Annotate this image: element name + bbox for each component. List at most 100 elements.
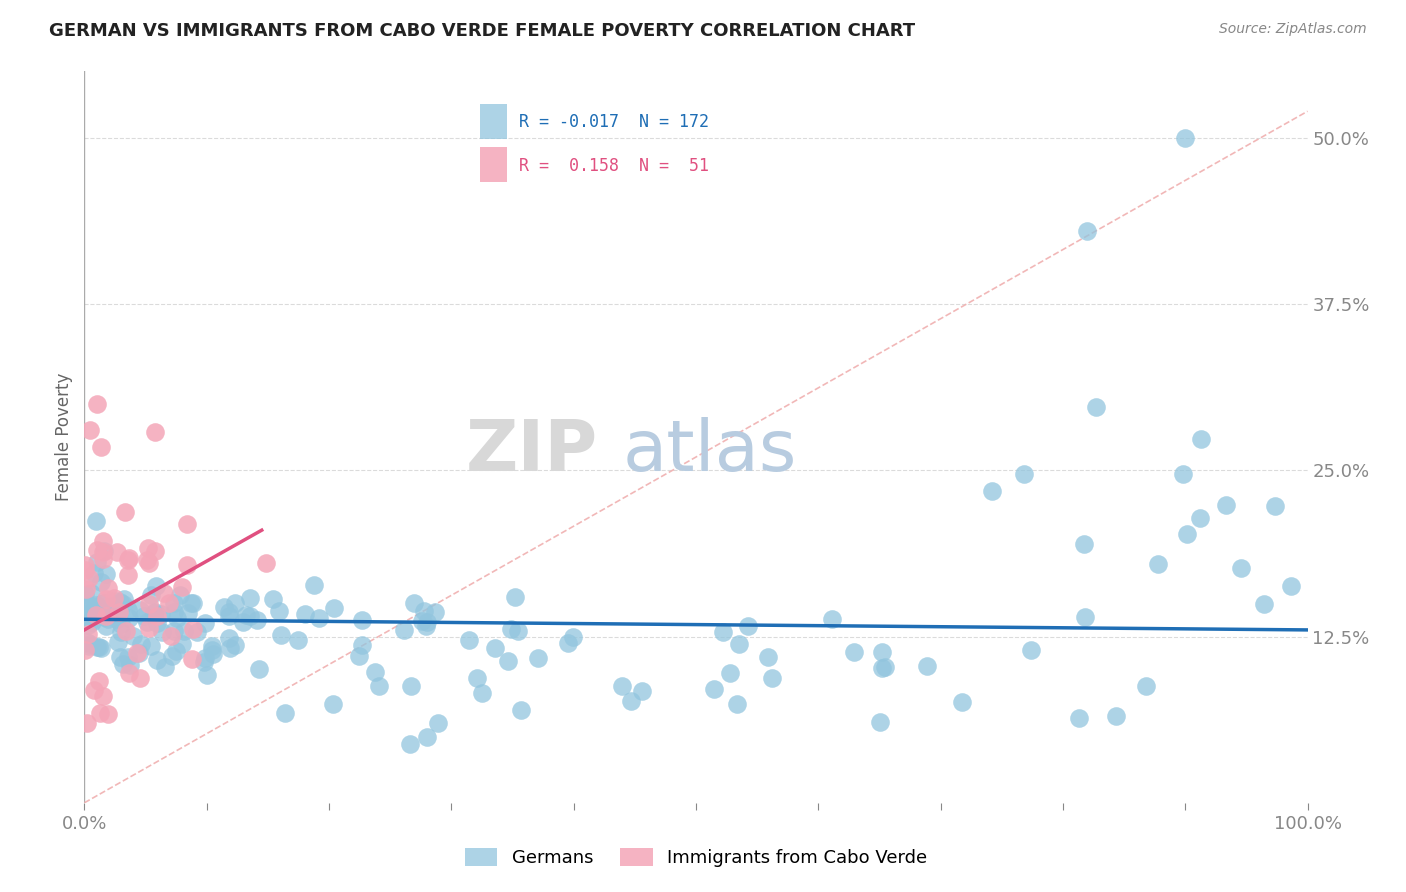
Point: [427, 715, 450, 730]
Point: [1073, 609, 1095, 624]
Point: [416, 615, 439, 629]
Point: [1135, 679, 1157, 693]
Point: [111, 597, 134, 611]
Point: [75, 563, 97, 577]
Point: [153, 586, 176, 600]
Point: [160, 649, 183, 664]
Point: [218, 605, 240, 619]
Point: [163, 605, 186, 619]
Point: [83, 682, 105, 697]
Point: [107, 635, 129, 649]
Point: [83, 566, 105, 580]
Point: [80, 599, 103, 613]
Point: [94, 609, 117, 624]
Point: [270, 628, 292, 642]
Bar: [479, 147, 508, 183]
Point: [93, 534, 115, 549]
Point: [94, 618, 117, 632]
Point: [177, 606, 200, 620]
Point: [267, 604, 290, 618]
Point: [176, 516, 198, 531]
Point: [112, 591, 135, 606]
Point: [352, 638, 374, 652]
Point: [165, 643, 187, 657]
Point: [347, 649, 370, 664]
Point: [219, 641, 242, 656]
Point: [458, 632, 481, 647]
Point: [761, 672, 783, 686]
Point: [80, 615, 103, 629]
Point: [110, 625, 132, 640]
Point: [150, 624, 173, 639]
Point: [76, 618, 98, 632]
Point: [80, 603, 103, 617]
Point: [75, 610, 97, 624]
Point: [527, 651, 550, 665]
Point: [76, 716, 98, 731]
Point: [142, 606, 165, 620]
Point: [1215, 499, 1237, 513]
Point: [392, 623, 415, 637]
Point: [1230, 560, 1253, 574]
Point: [821, 612, 844, 626]
Point: [117, 603, 139, 617]
Point: [173, 624, 195, 639]
Point: [1174, 131, 1197, 145]
Point: [138, 598, 160, 612]
Point: [1073, 537, 1095, 551]
Point: [218, 609, 240, 624]
Point: [1076, 224, 1098, 238]
Point: [411, 615, 433, 629]
Point: [169, 588, 191, 602]
Legend: Germans, Immigrants from Cabo Verde: Germans, Immigrants from Cabo Verde: [457, 840, 935, 874]
Point: [186, 624, 208, 639]
Point: [728, 637, 751, 651]
Point: [86, 542, 108, 557]
Point: [239, 591, 262, 605]
Point: [91, 551, 114, 566]
Point: [103, 591, 125, 605]
Point: [80, 585, 103, 599]
Point: [172, 580, 194, 594]
Point: [129, 637, 152, 651]
Point: [214, 600, 236, 615]
Point: [915, 659, 938, 673]
Point: [77, 599, 100, 613]
Point: [96, 566, 118, 581]
Point: [412, 604, 434, 618]
Point: [162, 624, 184, 638]
Point: [77, 571, 100, 585]
Point: [143, 544, 166, 558]
Point: [1019, 642, 1042, 657]
Point: [368, 679, 391, 693]
Point: [141, 639, 163, 653]
Point: [499, 622, 522, 636]
Point: [1171, 467, 1194, 482]
Point: [86, 397, 108, 411]
Text: Source: ZipAtlas.com: Source: ZipAtlas.com: [1219, 22, 1367, 37]
Point: [94, 601, 117, 615]
Text: ZIP: ZIP: [465, 417, 598, 486]
Bar: [479, 103, 508, 139]
Point: [84, 608, 107, 623]
Point: [104, 594, 127, 608]
Point: [287, 632, 309, 647]
Point: [79, 637, 101, 651]
Point: [274, 706, 297, 720]
Point: [135, 615, 157, 629]
Point: [149, 607, 172, 622]
Point: [869, 715, 891, 730]
Point: [118, 665, 141, 680]
Point: [471, 686, 494, 700]
Point: [91, 596, 114, 610]
Point: [1279, 579, 1302, 593]
Point: [90, 440, 112, 454]
Point: [176, 558, 198, 572]
Point: [842, 645, 865, 659]
Point: [89, 640, 111, 654]
Point: [75, 582, 97, 596]
Y-axis label: Female Poverty: Female Poverty: [55, 373, 73, 501]
Point: [138, 621, 160, 635]
Point: [105, 545, 128, 559]
Point: [718, 666, 741, 681]
